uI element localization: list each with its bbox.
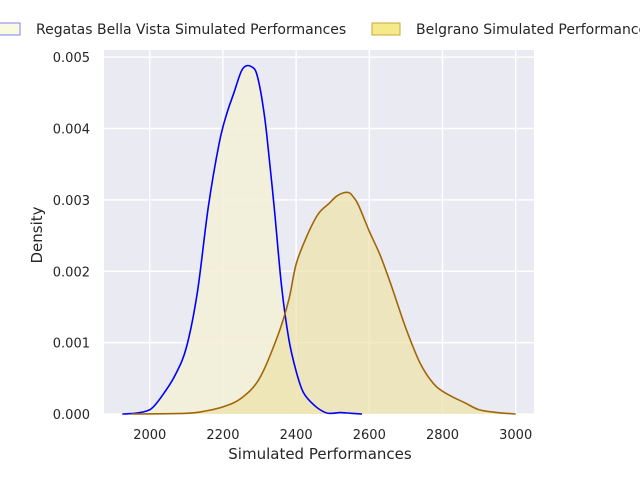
belgrano-density-fill (131, 192, 516, 414)
x-axis-label: Simulated Performances (228, 445, 412, 463)
y-tick-label: 0.005 (53, 51, 90, 66)
density-fills (122, 65, 516, 415)
y-tick-label: 0.004 (53, 123, 90, 138)
belgrano-legend-swatch (371, 22, 401, 36)
y-tick-label: 0.000 (53, 408, 90, 423)
x-tick-label: 2400 (280, 428, 313, 443)
y-tick-label: 0.001 (53, 337, 90, 352)
y-axis-ticks: 0.000 0.001 0.002 0.003 0.004 0.005 (53, 51, 90, 423)
y-axis-label: Density (28, 206, 46, 263)
regatas-bella-vista-legend-label: Regatas Bella Vista Simulated Performanc… (36, 22, 346, 38)
x-axis-ticks: 2000 2200 2400 2600 2800 3000 (133, 428, 532, 443)
density-lines (122, 64, 516, 415)
belgrano-density-line (131, 191, 516, 415)
x-tick-label: 2200 (206, 428, 239, 443)
regatas-bella-vista-density-fill (122, 65, 362, 415)
y-tick-label: 0.003 (53, 194, 90, 209)
legend: Regatas Bella Vista Simulated Performanc… (0, 22, 640, 38)
y-tick-label: 0.002 (53, 265, 90, 280)
x-tick-label: 2800 (426, 428, 459, 443)
regatas-bella-vista-density-line (122, 64, 363, 415)
regatas-bella-vista-legend-swatch (0, 22, 21, 36)
x-tick-label: 3000 (499, 428, 532, 443)
x-tick-label: 2000 (133, 428, 166, 443)
belgrano-legend-label: Belgrano Simulated Performances (416, 22, 640, 38)
x-tick-label: 2600 (353, 428, 386, 443)
